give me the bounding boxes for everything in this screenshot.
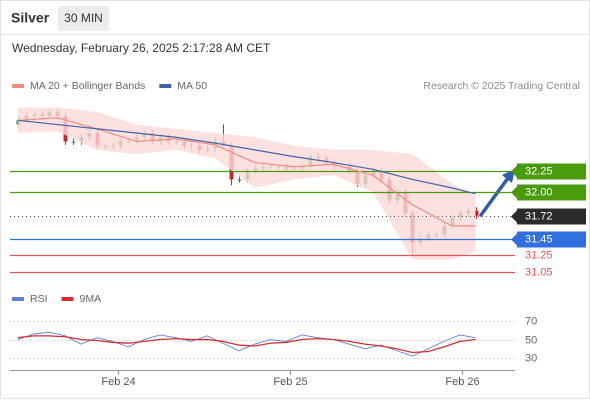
- level-label-pointer: [511, 186, 517, 199]
- candle-body: [237, 179, 242, 181]
- level-label-pointer: [511, 233, 517, 246]
- indicator-line: [17, 331, 476, 357]
- legend-swatch: [12, 297, 24, 301]
- moving-average: [17, 119, 476, 195]
- datetime: Wednesday, February 26, 2025 2:17:28 AM …: [12, 41, 271, 55]
- timeframe: 30 MIN: [64, 11, 103, 25]
- candle-body: [474, 210, 479, 216]
- legend-label: MA 20 + Bollinger Bands: [30, 80, 145, 92]
- level-label: 31.45: [525, 233, 553, 245]
- level-label-box: [517, 184, 586, 201]
- legend-swatch: [61, 297, 74, 301]
- indicator-line: [17, 335, 476, 354]
- legend-label: MA 50: [177, 80, 207, 92]
- level-label: 32.00: [525, 186, 553, 198]
- source: Research © 2025 Trading Central: [423, 80, 580, 92]
- forecast-arrow: [479, 176, 510, 217]
- bollinger-band: [17, 107, 476, 260]
- level-label-box: [517, 163, 586, 180]
- level-label-box: [517, 208, 586, 225]
- legend-label: RSI: [30, 293, 48, 305]
- y-tick-label: 70: [525, 315, 537, 327]
- y-tick-label: 30: [525, 352, 537, 364]
- level-label: 32.25: [525, 165, 553, 177]
- timeframe-badge: [58, 6, 109, 31]
- legend-swatch: [159, 84, 172, 88]
- level-label-box: [517, 231, 586, 248]
- level-label: 31.05: [525, 266, 553, 278]
- legend-label: 9MA: [80, 293, 102, 305]
- level-label: 31.72: [525, 210, 553, 222]
- forecast-arrow-head: [502, 169, 515, 183]
- candle-body: [71, 141, 76, 143]
- level-label: 31.25: [525, 249, 553, 261]
- level-label-pointer: [511, 165, 517, 178]
- y-tick-label: 50: [525, 334, 537, 346]
- legend-swatch: [12, 84, 24, 88]
- x-tick-label: Feb 24: [101, 376, 135, 388]
- x-tick-label: Feb 26: [445, 376, 479, 388]
- level-label-pointer: [511, 210, 517, 223]
- instrument-title: Silver: [11, 10, 50, 26]
- x-tick-label: Feb 25: [273, 376, 307, 388]
